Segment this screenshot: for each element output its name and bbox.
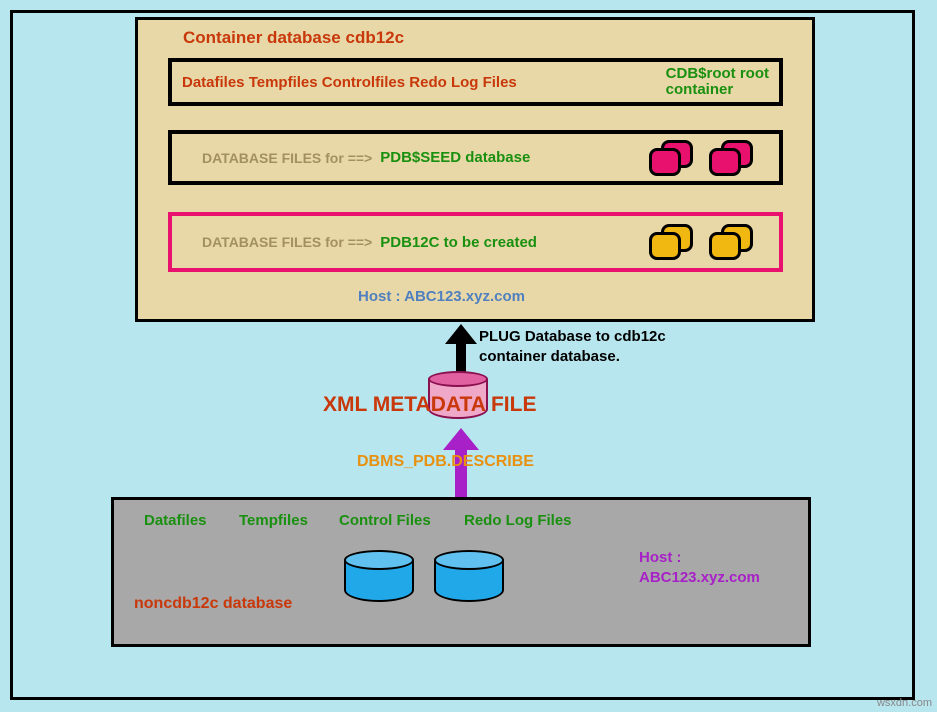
pdb-shapes-1 [649,222,699,262]
noncdb-tempfiles: Tempfiles [239,512,308,529]
seed-shapes-2 [709,138,759,178]
cdb-root-row: Datafiles Tempfiles Controlfiles Redo Lo… [168,58,783,106]
noncdb-redolog: Redo Log Files [464,512,572,529]
pdb12c-row: DATABASE FILES for ==> PDB12C to be crea… [168,212,783,272]
noncdb-box: Datafiles Tempfiles Control Files Redo L… [111,497,811,647]
pdb-shapes-2 [709,222,759,262]
container-database-box: Container database cdb12c Datafiles Temp… [135,17,815,322]
cdb-title: Container database cdb12c [183,28,404,48]
seed-prefix: DATABASE FILES for ==> [172,150,372,166]
blue-cylinder-1-icon [344,550,414,608]
plug-text: PLUG Database to cdb12c container databa… [479,327,666,366]
watermark: wsxdn.com [877,697,932,709]
pdb-seed-row: DATABASE FILES for ==> PDB$SEED database [168,130,783,185]
pdb-prefix: DATABASE FILES for ==> [172,234,372,250]
dbms-describe-label: DBMS_PDB.DESCRIBE [357,453,534,471]
seed-name: PDB$SEED database [380,149,530,166]
pdb-name: PDB12C to be created [380,234,537,251]
blue-cylinder-2-icon [434,550,504,608]
noncdb-datafiles: Datafiles [144,512,207,529]
noncdb-host: Host : ABC123.xyz.com [639,548,760,587]
arrow-plug-icon [451,324,471,374]
noncdb-control: Control Files [339,512,431,529]
cdb-host: Host : ABC123.xyz.com [358,288,525,305]
root-files-label: Datafiles Tempfiles Controlfiles Redo Lo… [172,74,517,91]
xml-metadata-label: XML METADATA FILE [323,393,536,417]
seed-shapes-1 [649,138,699,178]
noncdb-name: noncdb12c database [134,595,292,613]
diagram-frame: Container database cdb12c Datafiles Temp… [10,10,915,700]
root-container-label: CDB$root root container [666,66,779,99]
